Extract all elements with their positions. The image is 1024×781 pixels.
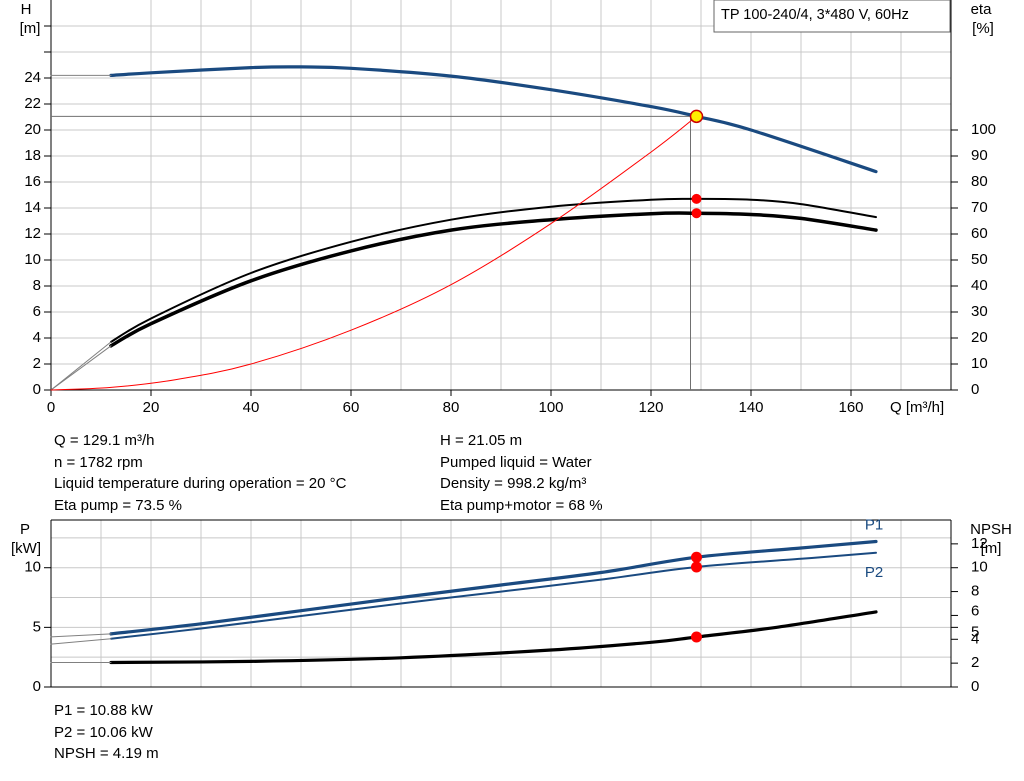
operating-point-info-right: H = 21.05 m Pumped liquid = Water Densit… [440,430,603,516]
x-tick-label: 80 [443,399,460,416]
npsh-y-tick-label: 0 [971,678,979,695]
power-npsh-marker [691,551,702,563]
power-npsh-marker [691,631,702,643]
x-tick-label: 160 [838,399,863,416]
y-right-tick-label: 40 [971,277,988,294]
y-right-axis-title: eta [971,1,993,18]
eta-pump-motor-value: Eta pump+motor = 68 % [440,496,603,514]
chart-title: TP 100-240/4, 3*480 V, 60Hz [721,7,909,23]
y-right-tick-label: 10 [971,355,988,372]
y-left-tick-label: 8 [33,277,41,294]
power-axis-title: P [20,521,30,538]
p1-curve [109,539,878,636]
eta-curve-extension [50,345,112,391]
y-left-tick-label: 16 [24,173,41,190]
efficiency-marker [691,193,702,204]
y-right-tick-label: 70 [971,199,988,216]
y-left-tick-label: 0 [33,381,41,398]
eta-pump-curve [110,197,877,343]
x-tick-label: 40 [243,399,260,416]
x-tick-label: 0 [47,399,55,416]
npsh-value: NPSH = 4.19 m [54,745,159,762]
npsh-y-tick-label: 2 [971,654,979,671]
power-axis-unit: [kW] [11,540,41,557]
title-box [713,0,951,33]
y-right-axis-unit: [%] [972,20,994,37]
y-left-tick-label: 24 [24,69,41,86]
pumped-liquid-value: Pumped liquid = Water [440,453,592,471]
eta-curve-extension [50,341,112,391]
power-y-tick-label: 0 [33,678,41,695]
npsh-y-tick-label: 6 [971,602,979,619]
p2-curve [110,551,877,640]
power-curve-extension [50,638,112,645]
x-axis-label: Q [m³/h] [890,399,944,416]
p2-series-label: P2 [865,564,883,581]
p1-value: P1 = 10.88 kW [54,702,153,719]
x-tick-label: 120 [638,399,663,416]
y-left-axis-unit: [m] [20,20,41,37]
y-left-tick-label: 14 [24,199,41,216]
y-left-tick-label: 10 [24,251,41,268]
npsh-y-tick-label: 4 [971,630,979,647]
system-curve [50,115,697,391]
liquid-temperature-value: Liquid temperature during operation = 20… [54,475,347,492]
npsh-y-tick-label: 8 [971,583,979,600]
x-tick-label: 100 [538,399,563,416]
x-tick-label: 20 [143,399,160,416]
y-left-tick-label: 18 [24,147,41,164]
y-left-tick-label: 6 [33,303,41,320]
duty-point-marker [689,109,704,124]
y-right-tick-label: 80 [971,173,988,190]
y-right-tick-label: 90 [971,147,988,164]
power-y-tick-label: 5 [33,618,41,635]
y-left-tick-label: 22 [24,95,41,112]
y-left-axis-title: H [21,1,32,18]
p2-value: P2 = 10.06 kW [54,723,153,741]
y-right-tick-label: 100 [971,121,996,138]
p1-series-label: P1 [865,516,883,533]
x-tick-label: 140 [738,399,763,416]
head-value: H = 21.05 m [440,432,523,449]
efficiency-marker [691,208,702,219]
y-left-tick-label: 20 [24,121,41,138]
y-right-tick-label: 30 [971,303,988,320]
y-right-tick-label: 50 [971,251,988,268]
y-left-tick-label: 2 [33,355,41,372]
eta-pump-value: Eta pump = 73.5 % [54,496,182,514]
y-right-tick-label: 60 [971,225,988,242]
npsh-y-tick-label: 12 [971,535,988,552]
npsh-y-tick-label: 5 [971,623,979,640]
npsh-axis-unit: [m] [981,540,1002,557]
npsh-axis-title: NPSH [970,521,1012,538]
speed-value: n = 1782 rpm [54,453,143,471]
eta-pump-motor-curve [109,211,878,348]
power-curve-extension [50,633,112,638]
npsh-y-tick-label: 10 [971,559,988,576]
power-npsh-marker [691,561,702,573]
y-right-tick-label: 0 [971,381,979,398]
power-npsh-info: P1 = 10.88 kW P2 = 10.06 kW NPSH = 4.19 … [54,700,159,765]
operating-point-info-left: Q = 129.1 m³/h n = 1782 rpm Liquid tempe… [54,430,346,516]
y-left-tick-label: 4 [33,329,41,346]
x-tick-label: 60 [343,399,360,416]
head-curve [109,65,878,174]
flow-rate-value: Q = 129.1 m³/h [54,432,155,449]
y-left-tick-label: 12 [24,225,41,242]
npsh-curve [109,610,878,665]
power-y-tick-label: 10 [24,559,41,576]
density-value: Density = 998.2 kg/m³ [440,475,587,492]
y-right-tick-label: 20 [971,329,988,346]
